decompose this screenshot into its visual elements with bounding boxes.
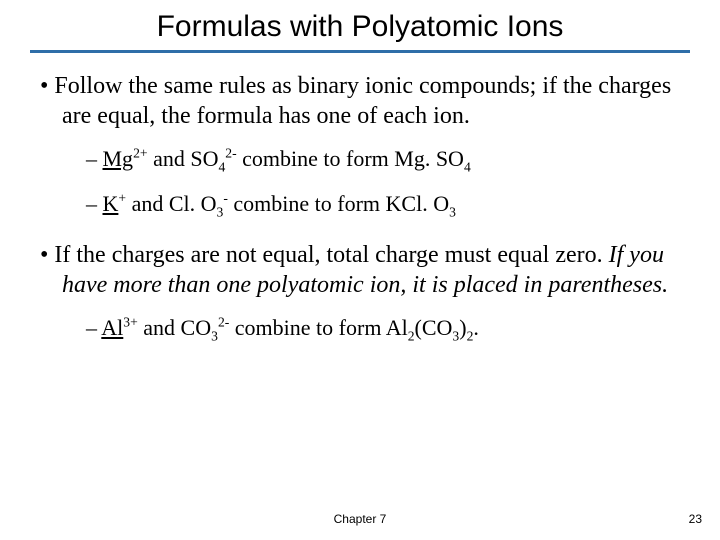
sub3-sup2: 2- [218, 315, 229, 330]
sub1-mid2: combine to form Mg. SO [237, 146, 464, 171]
footer-chapter: Chapter 7 [0, 512, 720, 526]
sub2-k: K [103, 191, 119, 216]
sub1-sup1: 2+ [133, 146, 148, 161]
sub2-sup1: + [118, 190, 126, 205]
sub2-mid2: combine to form KCl. O [228, 191, 449, 216]
footer-page-number: 23 [689, 512, 702, 526]
bullet-1-sub-2: K+ and Cl. O3- combine to form KCl. O3 [86, 190, 680, 219]
sub3-end: . [473, 315, 479, 340]
bullet-2-text-a: If the charges are not equal, total char… [54, 242, 608, 268]
sub3-mid2: combine to form Al [229, 315, 407, 340]
sub3-mid4: ) [459, 315, 466, 340]
bullet-1-text: Follow the same rules as binary ionic co… [54, 73, 671, 129]
slide-content: Follow the same rules as binary ionic co… [0, 53, 720, 343]
sub1-mid1: and SO [148, 146, 219, 171]
bullet-1-sub-1: Mg2+ and SO42- combine to form Mg. SO4 [86, 145, 680, 174]
bullet-2-sub-1: Al3+ and CO32- combine to form Al2(CO3)2… [86, 314, 680, 343]
sub3-sub1: 3 [211, 329, 218, 344]
sub1-sup2: 2- [225, 146, 236, 161]
bullet-1: Follow the same rules as binary ionic co… [40, 71, 680, 131]
sub3-sup1: 3+ [123, 315, 138, 330]
sub1-mg: Mg [103, 146, 134, 171]
bullet-2: If the charges are not equal, total char… [40, 240, 680, 300]
sub3-mid1: and CO [138, 315, 211, 340]
sub2-mid1: and Cl. O [126, 191, 216, 216]
sub1-sub2: 4 [464, 159, 471, 174]
sub2-sub2: 3 [449, 204, 456, 219]
sub3-al: Al [101, 315, 123, 340]
sub3-sub2: 2 [408, 329, 415, 344]
sub3-mid3: (CO [415, 315, 453, 340]
sub2-sub1: 3 [217, 204, 224, 219]
sub1-sub1: 4 [218, 159, 225, 174]
slide-title: Formulas with Polyatomic Ions [0, 0, 720, 50]
